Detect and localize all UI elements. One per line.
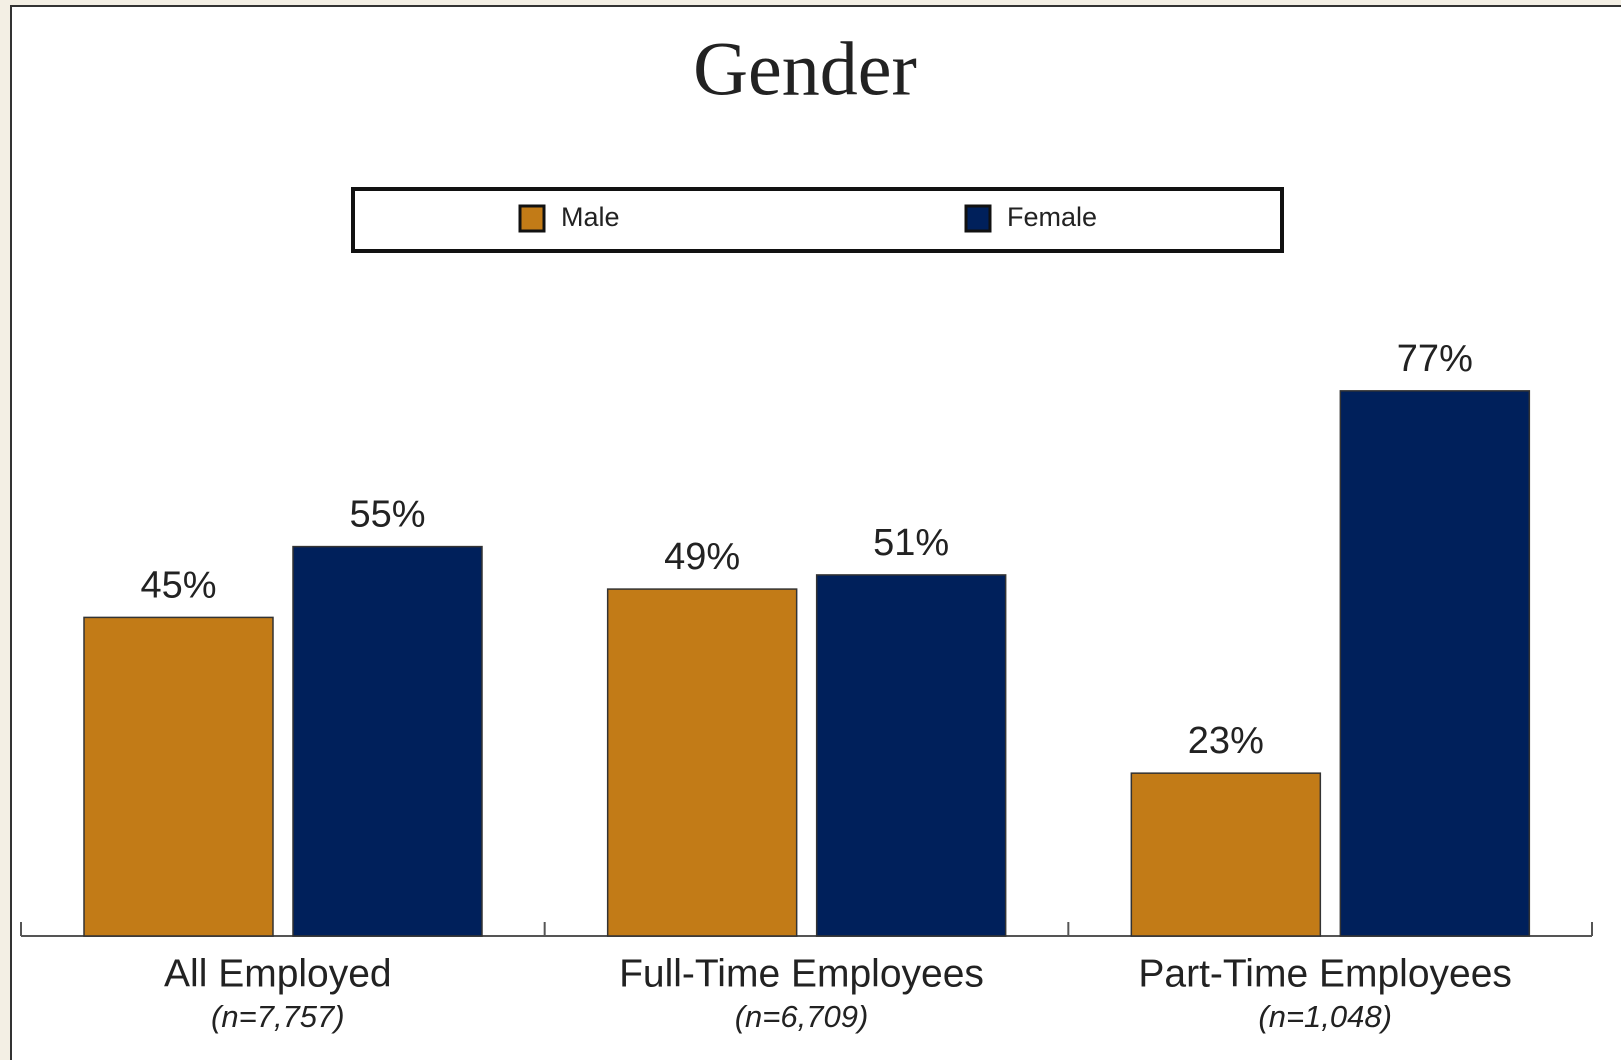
- legend-label: Male: [561, 202, 620, 232]
- legend-swatch: [518, 204, 546, 233]
- x-tick-label: Full-Time Employees: [619, 952, 984, 995]
- category-note: (n=7,757): [211, 999, 345, 1034]
- bar: [292, 545, 483, 937]
- category-note: (n=1,048): [1258, 999, 1392, 1034]
- bar: [606, 588, 798, 937]
- value-label: 51%: [873, 522, 949, 564]
- x-tick-label: All Employed: [164, 952, 392, 995]
- bar: [1339, 390, 1531, 937]
- bar: [815, 574, 1007, 937]
- value-label: 45%: [140, 564, 216, 606]
- legend-label: Female: [1007, 202, 1097, 232]
- value-label: 23%: [1188, 720, 1264, 762]
- bar: [83, 616, 274, 937]
- value-label: 55%: [349, 494, 425, 536]
- x-tick-label: Part-Time Employees: [1138, 952, 1512, 995]
- category-note: (n=6,709): [735, 999, 869, 1034]
- legend-swatch: [964, 204, 992, 233]
- chart-title: Gender: [693, 27, 917, 111]
- legend-box: [351, 187, 1284, 253]
- value-label: 77%: [1397, 338, 1473, 380]
- bar: [1130, 772, 1322, 937]
- value-label: 49%: [664, 536, 740, 578]
